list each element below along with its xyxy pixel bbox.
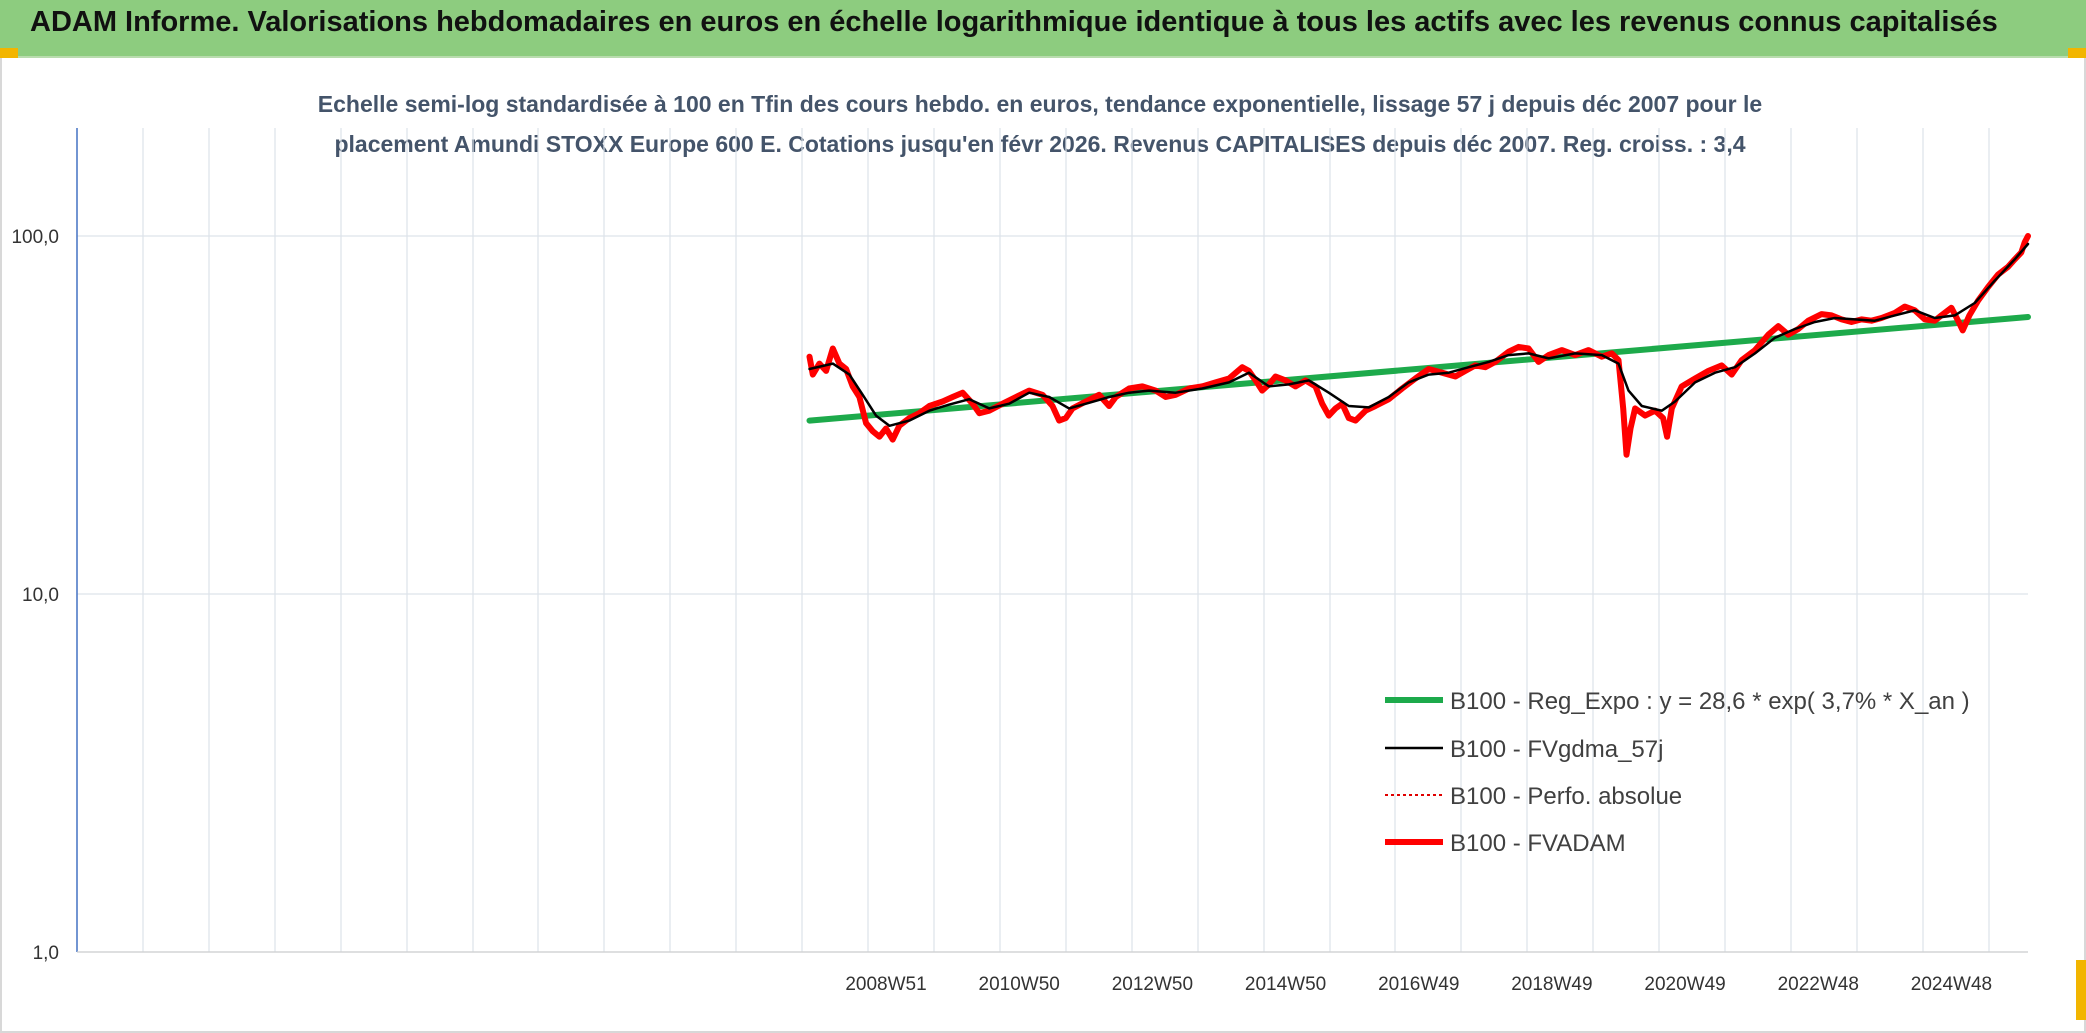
- y-tick-label: 100,0: [11, 227, 59, 248]
- chart-title: Echelle semi-log standardisée à 100 en T…: [140, 84, 1940, 164]
- legend: B100 - Reg_Expo : y = 28,6 * exp( 3,7% *…: [1385, 688, 1970, 857]
- series-line: [806, 233, 2031, 458]
- chart-title-line-1: Echelle semi-log standardisée à 100 en T…: [317, 91, 1763, 117]
- x-tick-label: 2008W51: [845, 974, 926, 995]
- legend-label: B100 - Perfo. absolue: [1450, 783, 1682, 810]
- x-tick-label: 2012W50: [1112, 974, 1193, 995]
- x-tick-label: 2022W48: [1778, 974, 1859, 995]
- legend-label: B100 - FVgdma_57j: [1450, 736, 1663, 763]
- corner-marker: [2068, 48, 2086, 58]
- header-bar: ADAM Informe. Valorisations hebdomadaire…: [0, 0, 2086, 58]
- x-tick-label: 2014W50: [1245, 974, 1326, 995]
- x-tick-label: 2024W48: [1911, 974, 1992, 995]
- chart-title-line-2: placement Amundi STOXX Europe 600 E. Cot…: [334, 131, 1746, 157]
- legend-label: B100 - FVADAM: [1450, 830, 1626, 857]
- series-line: [806, 314, 2031, 424]
- y-tick-label: 10,0: [22, 585, 59, 606]
- series-layer: [806, 233, 2031, 458]
- x-tick-label: 2016W49: [1378, 974, 1459, 995]
- corner-marker: [2076, 960, 2086, 1020]
- x-tick-label: 2010W50: [979, 974, 1060, 995]
- y-tick-label: 1,0: [33, 943, 59, 964]
- corner-marker: [0, 48, 18, 58]
- x-tick-label: 2020W49: [1644, 974, 1725, 995]
- grid-layer: [77, 128, 2028, 953]
- x-tick-label: 2018W49: [1511, 974, 1592, 995]
- legend-label: B100 - Reg_Expo : y = 28,6 * exp( 3,7% *…: [1450, 688, 1970, 715]
- axis-layer: 1,0 10,0 100,0 2008W51 2010W50 2012W50 2014W50…: [11, 128, 2028, 995]
- series-line: [808, 242, 2030, 428]
- page-title: ADAM Informe. Valorisations hebdomadaire…: [30, 6, 1998, 38]
